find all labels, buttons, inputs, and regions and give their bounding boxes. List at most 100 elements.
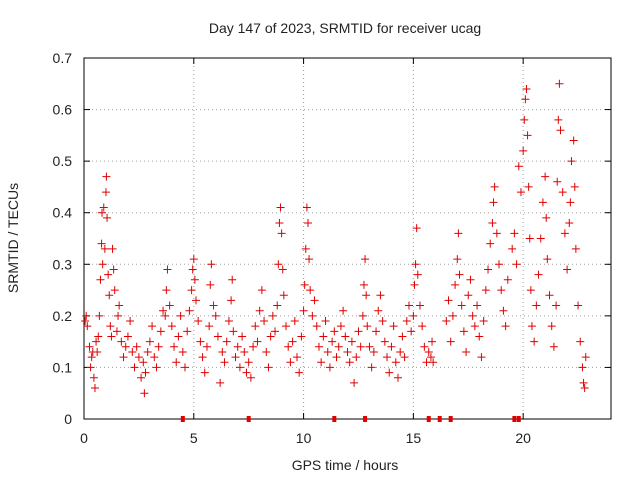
data-points (81, 79, 590, 398)
data-point (545, 291, 554, 300)
y-tick-label: 0.4 (53, 205, 73, 221)
data-point (420, 342, 429, 351)
data-point (274, 260, 283, 269)
data-point (276, 203, 285, 212)
data-point (454, 229, 463, 238)
data-point (570, 182, 579, 191)
data-point (455, 270, 464, 279)
data-point (211, 311, 220, 320)
data-point (516, 188, 525, 197)
data-point (159, 306, 168, 315)
x-tick-label: 20 (515, 430, 531, 446)
data-point (317, 358, 326, 367)
data-point (453, 255, 462, 264)
data-point (300, 280, 309, 289)
data-point (412, 224, 421, 233)
data-point (470, 322, 479, 331)
zero-markers (180, 416, 521, 422)
data-point (165, 301, 174, 310)
data-point (400, 353, 409, 362)
data-point (207, 260, 216, 269)
data-point (92, 337, 101, 346)
data-point (532, 301, 541, 310)
zero-value-marker (180, 416, 185, 422)
data-point (512, 260, 521, 269)
data-point (178, 347, 187, 356)
data-point (268, 311, 277, 320)
data-point (249, 342, 258, 351)
data-point (104, 270, 113, 279)
data-point (413, 270, 422, 279)
data-point (299, 306, 308, 315)
data-point (549, 342, 558, 351)
data-point (205, 322, 214, 331)
zero-value-marker (512, 416, 517, 422)
data-point (145, 337, 154, 346)
data-point (503, 275, 512, 284)
data-point (411, 260, 420, 269)
data-point (216, 378, 225, 387)
data-point (387, 342, 396, 351)
data-point (242, 368, 251, 377)
data-point (510, 229, 519, 238)
data-point (526, 286, 535, 295)
data-point (552, 301, 561, 310)
data-point (82, 311, 91, 320)
data-point (581, 353, 590, 362)
data-point (152, 363, 161, 372)
data-point (473, 301, 482, 310)
data-point (555, 79, 564, 88)
y-tick-label: 0 (64, 411, 72, 427)
data-point (231, 353, 240, 362)
zero-value-marker (448, 416, 453, 422)
data-point (93, 347, 102, 356)
data-point (566, 198, 575, 207)
zero-value-marker (437, 416, 442, 422)
data-point (574, 301, 583, 310)
data-point (105, 291, 114, 300)
data-point (567, 157, 576, 166)
data-point (100, 244, 109, 253)
data-point (83, 322, 92, 331)
zero-value-marker (426, 416, 431, 422)
zero-value-marker (246, 416, 251, 422)
data-point (282, 322, 291, 331)
data-point (222, 337, 231, 346)
data-point (303, 219, 312, 228)
data-point (251, 322, 260, 331)
data-point (87, 353, 96, 362)
data-point (444, 296, 453, 305)
data-point (547, 322, 556, 331)
data-point (543, 255, 552, 264)
y-tick-label: 0.3 (53, 256, 73, 272)
data-point (389, 322, 398, 331)
data-point (321, 317, 330, 326)
data-point (383, 353, 392, 362)
data-point (119, 353, 128, 362)
data-point (271, 327, 280, 336)
data-point (464, 291, 473, 300)
data-point (220, 358, 229, 367)
data-point (553, 177, 562, 186)
data-point (115, 301, 124, 310)
data-point (538, 198, 547, 207)
data-point (90, 384, 99, 393)
data-point (306, 286, 315, 295)
data-point (295, 368, 304, 377)
data-point (198, 353, 207, 362)
data-point (86, 363, 95, 372)
data-point (365, 342, 374, 351)
data-point (148, 322, 157, 331)
data-point (134, 353, 143, 362)
data-point (468, 311, 477, 320)
data-point (154, 342, 163, 351)
data-point (183, 327, 192, 336)
data-point (330, 327, 339, 336)
data-point (380, 337, 389, 346)
data-point (336, 322, 345, 331)
data-point (418, 322, 427, 331)
data-point (227, 296, 236, 305)
data-point (114, 311, 123, 320)
data-point (536, 234, 545, 243)
